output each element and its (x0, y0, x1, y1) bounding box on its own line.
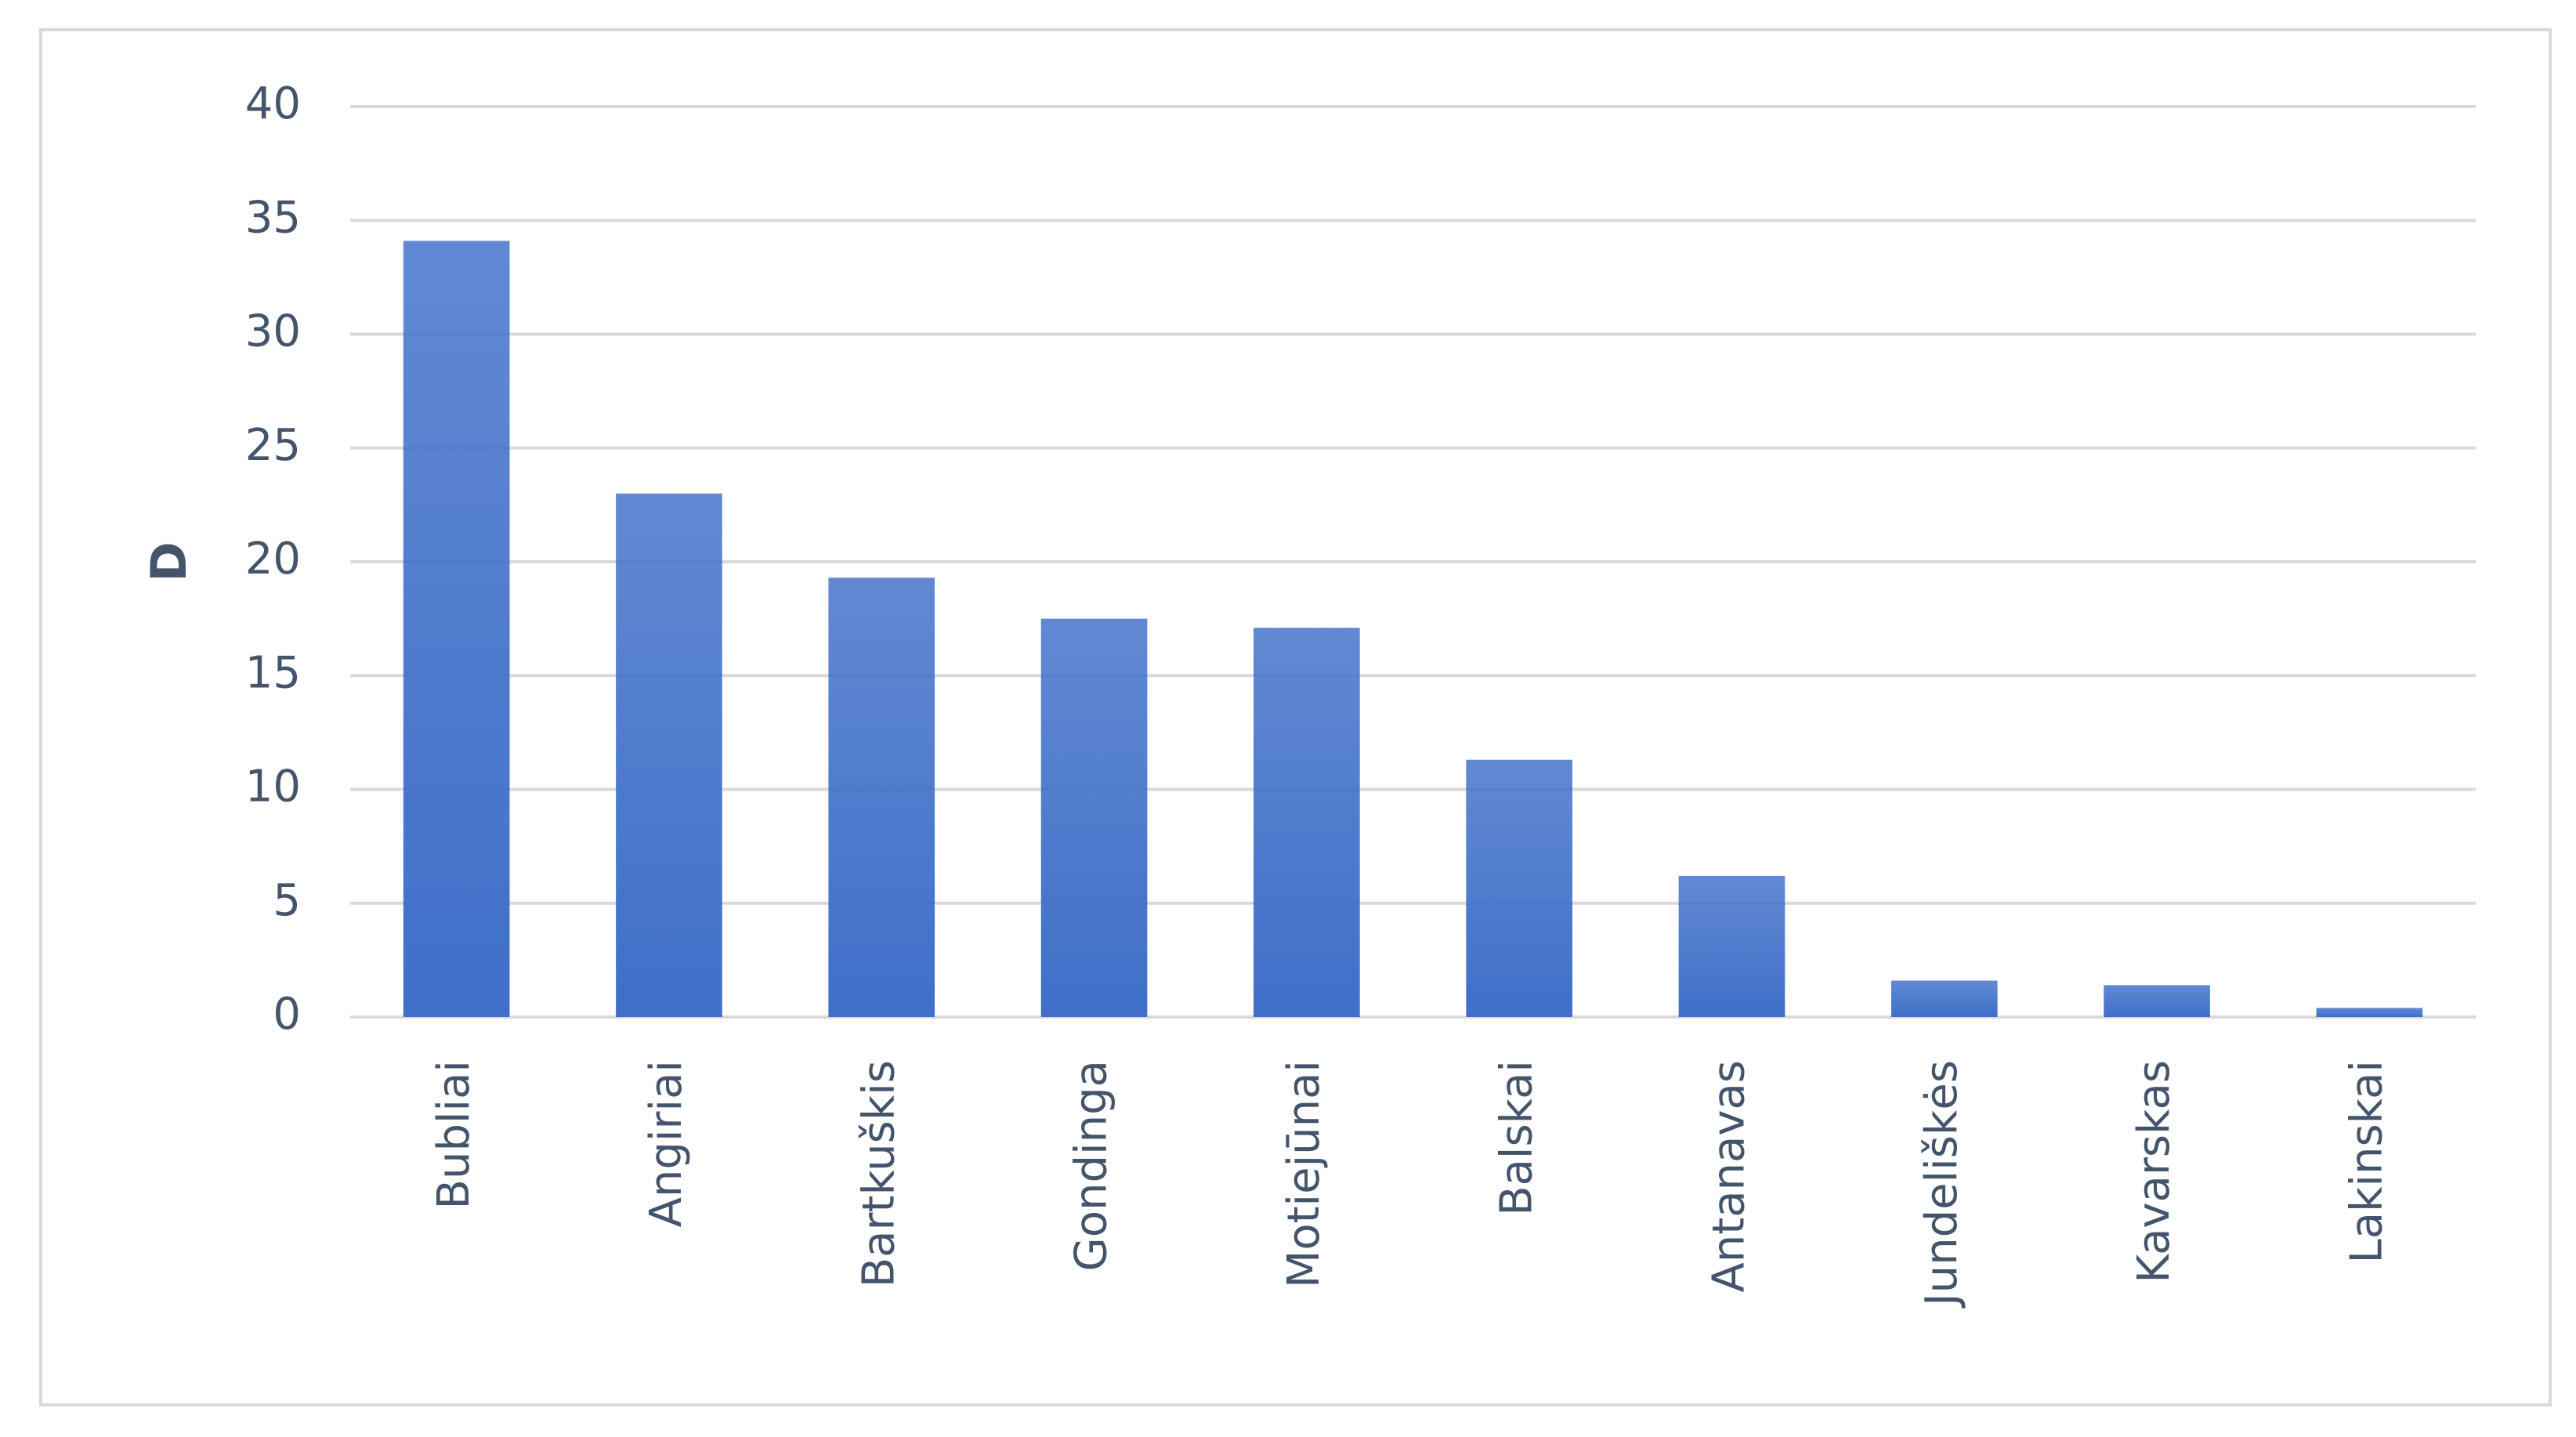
bar (828, 577, 935, 1017)
bar (1040, 618, 1148, 1017)
bar (2316, 1008, 2423, 1017)
bar (1254, 628, 1360, 1017)
y-tick-label: 10 (245, 762, 301, 813)
y-tick-label: 0 (273, 989, 301, 1040)
y-tick-label: 5 (273, 875, 301, 926)
y-tick-label: 40 (245, 78, 301, 129)
y-axis-title: D (140, 541, 197, 581)
y-tick-label: 35 (245, 192, 301, 243)
bar (616, 493, 722, 1017)
x-tick-label: Balskai (1491, 1060, 1542, 1216)
bar (2104, 985, 2210, 1017)
bar (1890, 980, 1998, 1017)
bar (1678, 875, 1785, 1017)
x-tick-label: Gondinga (1066, 1060, 1117, 1272)
x-tick-label: Bubliai (429, 1060, 479, 1209)
x-tick-label: Bartkuškis (853, 1060, 904, 1287)
x-tick-label: Motiejūnai (1279, 1060, 1330, 1288)
x-tick-label: Antanavas (1704, 1060, 1755, 1293)
x-tick-label: Angiriai (641, 1060, 692, 1227)
bar (403, 241, 510, 1017)
bar (1466, 759, 1572, 1017)
y-tick-label: 15 (245, 647, 301, 698)
y-tick-label: 30 (245, 306, 301, 357)
y-tick-label: 25 (245, 420, 301, 471)
x-tick-label: Lakinskai (2341, 1060, 2392, 1264)
x-tick-label: Kavarskas (2129, 1060, 2180, 1283)
x-tick-label: Jundeliškės (1916, 1060, 1967, 1309)
y-tick-label: 20 (245, 534, 301, 585)
